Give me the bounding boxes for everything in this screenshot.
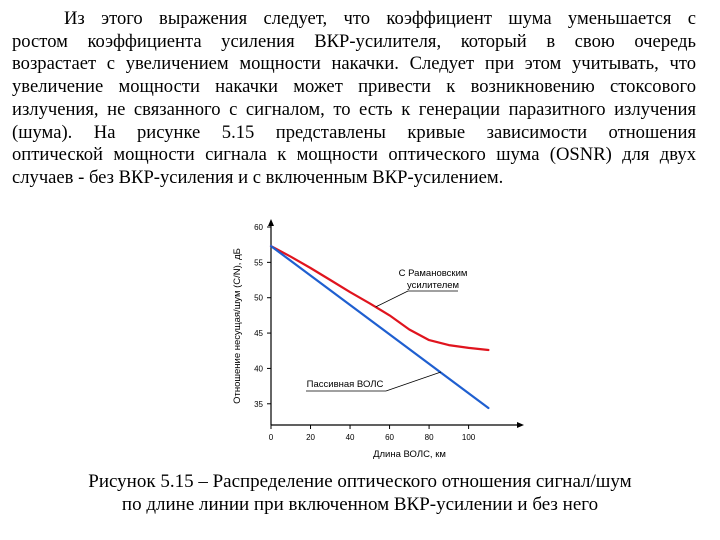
x-axis-arrow <box>517 422 524 428</box>
chart-series <box>269 245 490 410</box>
paragraph-line: (шума). На рисунке 5.15 представлены кри… <box>12 121 696 143</box>
chart-axes <box>268 219 524 428</box>
paragraph-line: возрастает с увеличением мощности накачк… <box>12 53 696 75</box>
chart-ticks: 0 20 40 60 80 100 35 40 45 50 55 60 <box>254 223 476 442</box>
caption-line-2: по длине линии при включенном ВКР-усилен… <box>121 494 599 515</box>
series-line-passive <box>269 245 490 410</box>
paragraph-line: Из этого выражения следует, что коэффици… <box>64 8 696 29</box>
series-label-raman: усилителем <box>407 280 459 291</box>
paragraph-line: оптической мощности сигнала к мощности о… <box>12 144 696 166</box>
x-tick-label: 20 <box>306 433 315 442</box>
y-tick-label: 45 <box>254 329 263 338</box>
x-axis-label: Длина ВОЛС, км <box>373 449 446 460</box>
caption-line-1: Рисунок 5.15 – Распределение оптического… <box>88 471 632 492</box>
body-paragraph: Из этого выражения следует, что коэффици… <box>12 8 696 190</box>
leader-line-passive <box>385 371 442 392</box>
y-axis-label: Отношение несущая/шум (С/N), дБ <box>232 248 243 404</box>
x-tick-label: 40 <box>346 433 355 442</box>
y-tick-label: 55 <box>254 258 263 267</box>
x-tick-label: 100 <box>462 433 476 442</box>
series-line-raman <box>269 245 490 352</box>
x-tick-label: 80 <box>425 433 434 442</box>
leader-line-raman <box>375 290 409 308</box>
chart-labels: Длина ВОЛС, км Отношение несущая/шум (С/N… <box>232 248 467 460</box>
y-tick-label: 50 <box>254 294 263 303</box>
y-axis-arrow <box>268 219 274 226</box>
osnr-chart: 0 20 40 60 80 100 35 40 45 50 55 60 Длина ВОЛС, км О… <box>232 219 524 460</box>
paragraph-line: ростом коэффициента усиления ВКР-усилите… <box>12 30 696 52</box>
figure-caption: Рисунок 5.15 – Распределение оптического… <box>0 470 720 516</box>
y-tick-label: 35 <box>254 400 263 409</box>
paragraph-line: излучения, не связанного с сигналом, то … <box>12 98 696 120</box>
x-tick-label: 0 <box>269 433 274 442</box>
paragraph-line: увеличение мощности накачки может привес… <box>12 76 696 98</box>
series-label-raman: С Рамановским <box>399 268 468 279</box>
series-label-passive: Пассивная ВОЛС <box>307 379 384 390</box>
paragraph-line: случаев - без ВКР-усиления и с включенны… <box>12 166 504 188</box>
y-tick-label: 60 <box>254 223 263 232</box>
x-tick-label: 60 <box>385 433 394 442</box>
y-tick-label: 40 <box>254 364 263 373</box>
